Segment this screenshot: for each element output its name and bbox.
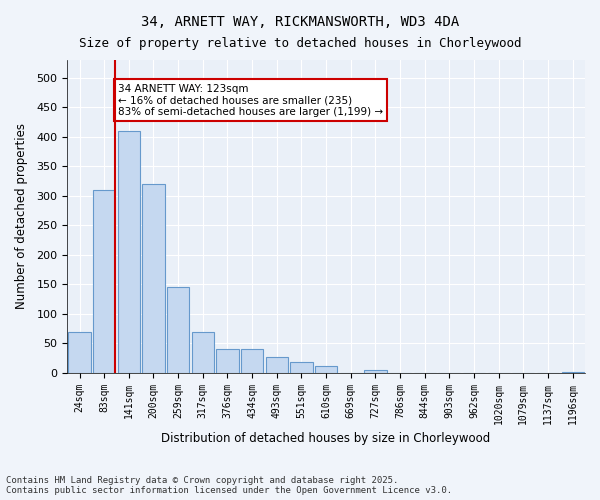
Bar bbox=[315, 366, 337, 373]
Text: Size of property relative to detached houses in Chorleywood: Size of property relative to detached ho… bbox=[79, 38, 521, 51]
Bar bbox=[266, 357, 288, 373]
Bar bbox=[217, 349, 239, 373]
Bar bbox=[192, 332, 214, 373]
X-axis label: Distribution of detached houses by size in Chorleywood: Distribution of detached houses by size … bbox=[161, 432, 491, 445]
Bar bbox=[68, 332, 91, 373]
Text: 34, ARNETT WAY, RICKMANSWORTH, WD3 4DA: 34, ARNETT WAY, RICKMANSWORTH, WD3 4DA bbox=[141, 15, 459, 29]
Text: 34 ARNETT WAY: 123sqm
← 16% of detached houses are smaller (235)
83% of semi-det: 34 ARNETT WAY: 123sqm ← 16% of detached … bbox=[118, 84, 383, 117]
Bar bbox=[364, 370, 386, 373]
Bar bbox=[562, 372, 584, 373]
Text: Contains HM Land Registry data © Crown copyright and database right 2025.
Contai: Contains HM Land Registry data © Crown c… bbox=[6, 476, 452, 495]
Bar bbox=[118, 131, 140, 373]
Bar bbox=[241, 349, 263, 373]
Bar bbox=[93, 190, 115, 373]
Bar bbox=[167, 287, 189, 373]
Bar bbox=[290, 362, 313, 373]
Bar bbox=[142, 184, 164, 373]
Y-axis label: Number of detached properties: Number of detached properties bbox=[15, 124, 28, 310]
